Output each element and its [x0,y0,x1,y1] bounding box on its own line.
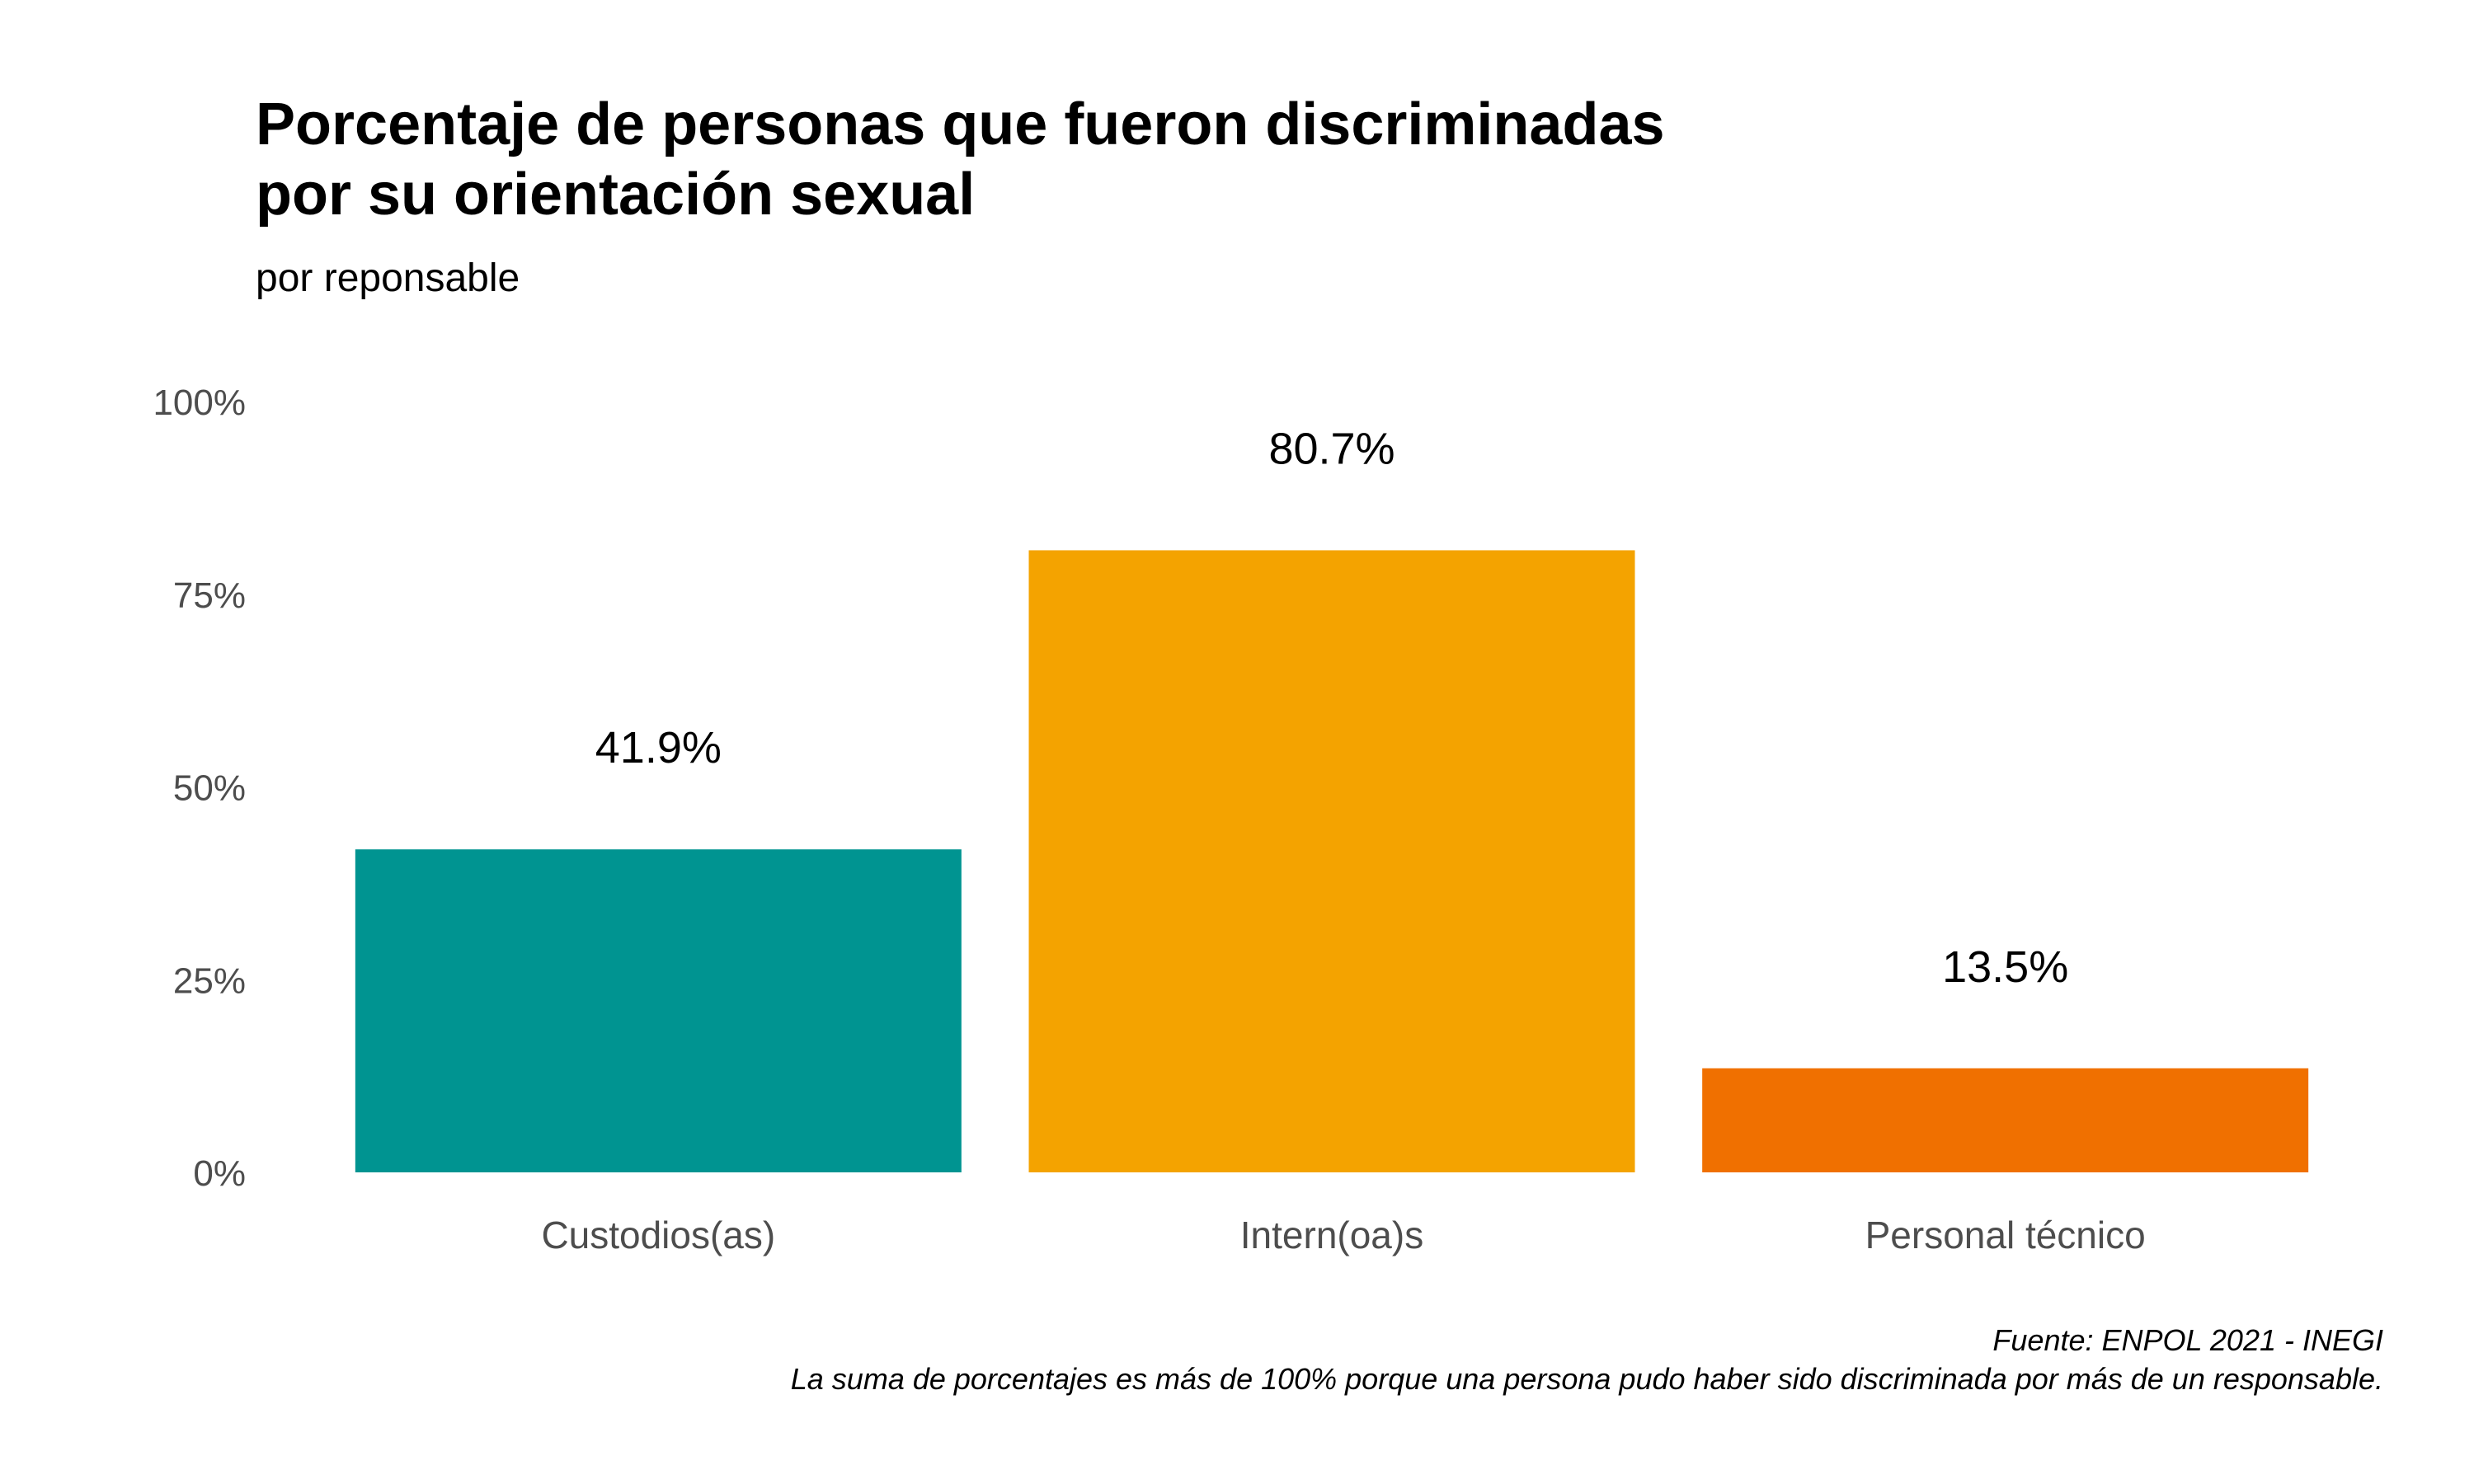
chart-title-line-2: por su orientación sexual [256,162,976,228]
caption-note: La suma de porcentajes es más de 100% po… [790,1362,2383,1396]
bar-value-label: 13.5% [1942,942,2068,992]
bars-group [355,550,2309,1172]
y-tick-label: 0% [193,1153,246,1194]
bar [355,849,962,1172]
y-tick-label: 25% [173,960,246,1001]
value-labels-group: 41.9% 80.7% 13.5% [595,424,2068,991]
chart-title-line-1: Porcentaje de personas que fueron discri… [256,92,1665,157]
x-tick-label: Intern(oa)s [1240,1214,1423,1256]
y-tick-label: 75% [173,575,246,616]
x-tick-label: Personal técnico [1865,1214,2146,1256]
x-tick-label: Custodios(as) [541,1214,775,1256]
bar [1028,550,1635,1172]
y-tick-label: 50% [173,768,246,809]
bar-value-label: 41.9% [595,723,722,773]
y-axis: 0% 25% 50% 75% 100% [153,383,246,1194]
y-tick-label: 100% [153,383,246,423]
bar [1702,1068,2309,1172]
caption-source: Fuente: ENPOL 2021 - INEGI [1992,1323,2383,1357]
x-axis: Custodios(as) Intern(oa)s Personal técnico [541,1214,2145,1256]
bar-value-label: 80.7% [1268,424,1395,473]
chart-subtitle: por reponsable [256,256,520,300]
